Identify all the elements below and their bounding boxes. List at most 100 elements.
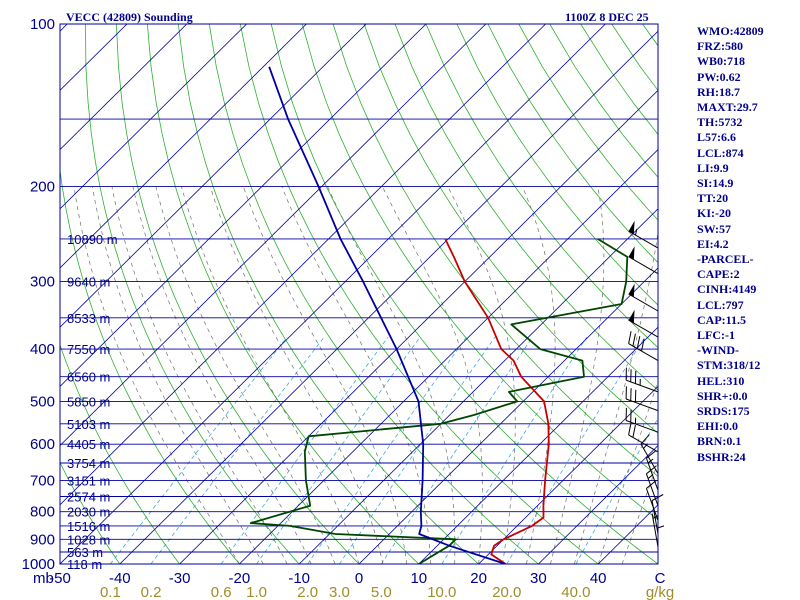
pressure-tick-label: 700 <box>30 472 55 489</box>
temperature-tick-label: -10 <box>288 570 310 587</box>
sounding-indices: WMO:42809 FRZ:580 WB0:718 PW:0.62 RH:18.7 MAX… <box>697 24 797 465</box>
isotherm <box>418 326 658 564</box>
mixing-ratio-line <box>339 336 496 564</box>
moist-adiabat <box>132 186 312 564</box>
isotherm <box>298 208 658 564</box>
mixing-ratio-tick-label: 3.0 <box>329 584 350 600</box>
height-label: 5103 m <box>67 417 110 432</box>
sounding-index-item: BSHR:24 <box>697 449 746 464</box>
sounding-index-item: MAXT:29.7 <box>697 100 758 115</box>
temperature-tick-label: -30 <box>169 570 191 587</box>
sounding-index-item: L57:6.6 <box>697 130 736 145</box>
mixing-ratio-line <box>506 336 646 564</box>
dry-adiabat <box>270 24 658 564</box>
mixing-ratio-unit-label: g/kg <box>646 584 674 600</box>
sounding-index-item: BRN:0.1 <box>697 434 742 449</box>
height-label: 2030 m <box>67 505 110 520</box>
mixing-ratio-line <box>307 336 467 564</box>
pressure-tick-label: 900 <box>30 531 55 548</box>
isotherm <box>239 148 658 564</box>
moist-adiabat <box>597 379 658 564</box>
height-label: 118 m <box>67 557 102 572</box>
sounding-index-item: PW:0.62 <box>697 69 741 84</box>
height-label: 10890 m <box>67 232 118 247</box>
moist-adiabat <box>573 230 658 564</box>
mixing-ratio-line <box>441 336 588 564</box>
isotherm <box>60 24 188 151</box>
sounding-index-item: SW:57 <box>697 221 732 236</box>
sounding-index-item: SI:14.9 <box>697 176 734 191</box>
pressure-tick-label: 1000 <box>22 556 55 573</box>
wind-barb <box>628 246 659 275</box>
moist-adiabat <box>181 186 360 564</box>
pressure-tick-label: 400 <box>30 341 55 358</box>
moist-adiabat <box>621 461 658 564</box>
height-label: 8533 m <box>67 311 110 326</box>
moist-adiabat <box>327 186 456 564</box>
height-label: 6560 m <box>67 370 110 385</box>
sounding-index-item: FRZ:580 <box>697 39 743 54</box>
dry-adiabat <box>208 24 539 564</box>
isotherm <box>0 24 7 564</box>
isotherm <box>60 24 487 447</box>
wind-barb <box>645 450 659 491</box>
mixing-ratio-tick-label: 20.0 <box>492 584 521 600</box>
wind-barb <box>625 386 659 412</box>
wind-barb <box>625 367 659 393</box>
isotherm <box>538 445 658 564</box>
temperature-tick-label: -50 <box>49 570 71 587</box>
wind-barb <box>640 434 659 474</box>
mixing-ratio-line <box>220 336 389 564</box>
temperature-tick-label: 40 <box>590 570 607 587</box>
sounding-index-item: WMO:42809 <box>697 24 764 38</box>
sounding-index-item: STM:318/12 <box>697 358 761 373</box>
mixing-ratio-line <box>380 336 533 564</box>
mixing-ratio-tick-label: 0.2 <box>141 584 162 600</box>
wind-barb <box>628 331 659 362</box>
sounding-index-item: LCL:797 <box>697 297 744 312</box>
mixing-ratio-tick-label: 40.0 <box>561 584 590 600</box>
isotherm <box>60 24 427 387</box>
temperature-tick-label: 30 <box>530 570 547 587</box>
height-label: 3151 m <box>67 473 110 488</box>
sounding-index-item: TH:5732 <box>697 115 743 130</box>
wind-barb <box>657 522 665 557</box>
mixing-ratio-line <box>575 417 658 564</box>
moist-adiabat <box>447 186 516 564</box>
pressure-tick-label: 500 <box>30 393 55 410</box>
isotherm <box>478 385 658 564</box>
sounding-index-item: HEL:310 <box>697 373 745 388</box>
isotherm <box>60 24 367 328</box>
sounding-index-item: RH:18.7 <box>697 84 740 99</box>
sounding-index-item: CAPE:2 <box>697 267 740 282</box>
pressure-tick-label: 100 <box>30 16 55 33</box>
wind-barb <box>628 422 659 453</box>
moist-adiabat <box>92 186 264 564</box>
isotherm <box>60 24 546 506</box>
sounding-index-item: WB0:718 <box>697 54 745 69</box>
height-label: 1516 m <box>67 519 110 534</box>
mixing-ratio-tick-label: 1.0 <box>246 584 267 600</box>
sounding-series-line-3 <box>268 66 506 564</box>
wind-barb <box>625 407 659 433</box>
mixing-ratio-line <box>150 336 325 564</box>
height-label: 4405 m <box>67 437 110 452</box>
sounding-index-item: LFC:-1 <box>697 328 735 343</box>
mixing-ratio-line <box>256 336 421 564</box>
pressure-tick-label: 200 <box>30 179 55 196</box>
sounding-index-item: LI:9.9 <box>697 160 729 175</box>
pressure-tick-label: 600 <box>30 436 55 453</box>
isotherm <box>119 30 658 564</box>
height-label: 3754 m <box>67 456 110 471</box>
height-label: 5850 m <box>67 394 110 409</box>
chart-title: VECC (42809) Sounding <box>66 10 193 24</box>
wind-barb <box>645 465 659 506</box>
wind-barb <box>628 220 659 249</box>
pressure-tick-label: 800 <box>30 504 55 521</box>
moist-adiabat <box>242 186 408 564</box>
mixing-ratio-tick-label: 5.0 <box>371 584 392 600</box>
wind-barb <box>645 480 659 521</box>
temperature-tick-label: 0 <box>355 570 363 587</box>
sounding-index-item: CAP:11.5 <box>697 312 746 327</box>
